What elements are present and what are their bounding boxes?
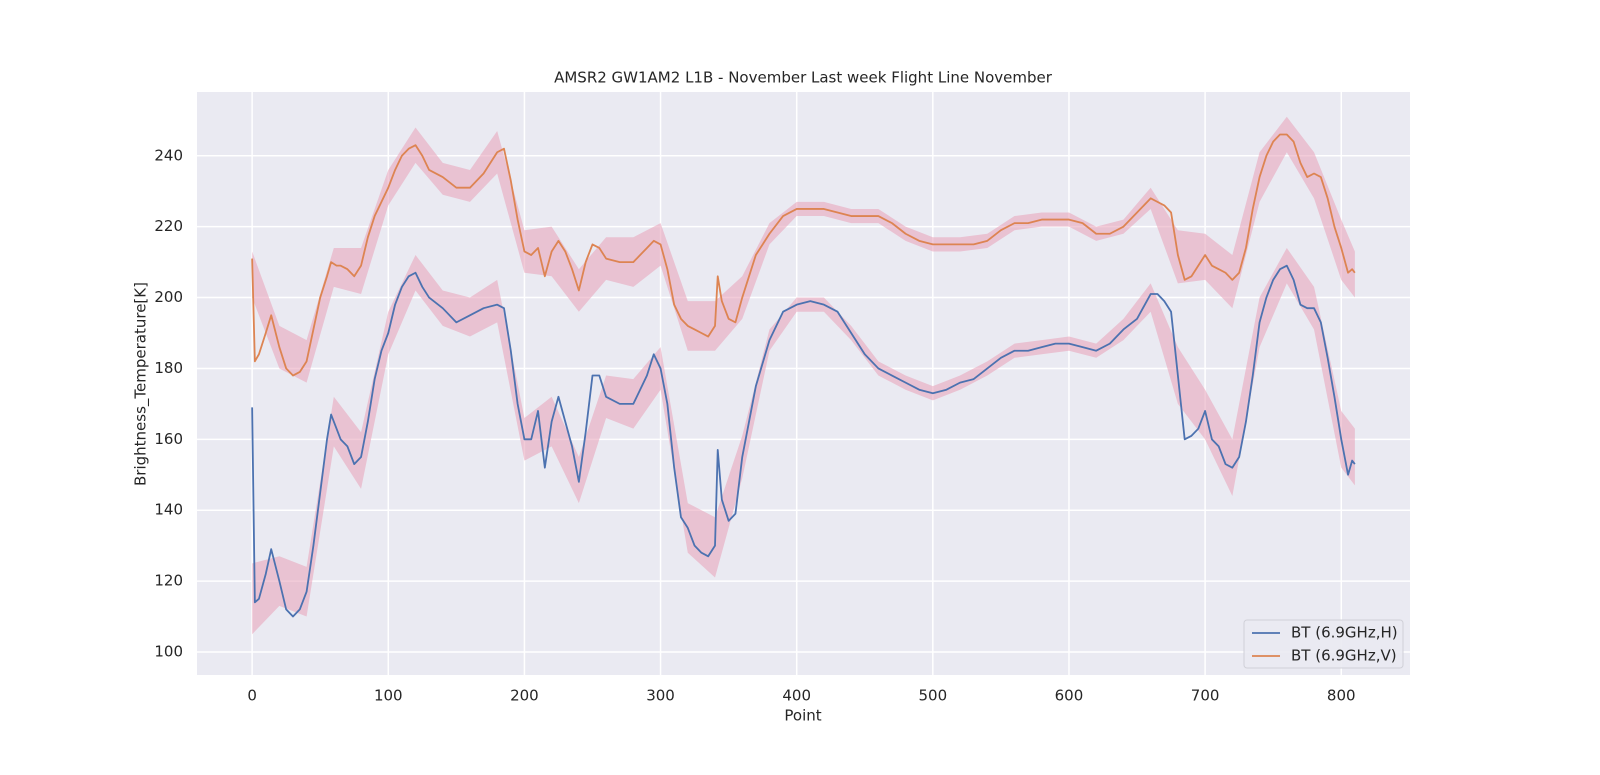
confidence-band <box>252 247 1355 635</box>
ticks: 0 100 200 300 400 500 600 700 800 100 120 140 160 180… <box>154 146 1355 704</box>
legend-label: BT (6.9GHz,V) <box>1291 647 1397 665</box>
chart-title: AMSR2 GW1AM2 L1B - November Last week Fl… <box>554 69 1053 87</box>
y-tick-label: 100 <box>154 642 183 660</box>
legend: BT (6.9GHz,H) BT (6.9GHz,V) <box>1243 619 1404 669</box>
y-tick-label: 220 <box>154 217 183 235</box>
y-tick-label: 180 <box>154 359 183 377</box>
legend-box <box>1243 619 1404 669</box>
x-axis-label: Point <box>784 707 821 725</box>
y-axis-label: Brightness_Temperature[K] <box>132 282 151 486</box>
x-tick-label: 400 <box>782 687 811 705</box>
x-tick-label: 0 <box>247 687 257 705</box>
y-tick-label: 200 <box>154 288 183 306</box>
x-tick-label: 800 <box>1327 687 1356 705</box>
x-tick-label: 600 <box>1055 687 1084 705</box>
y-tick-label: 120 <box>154 572 183 590</box>
y-tick-label: 140 <box>154 501 183 519</box>
y-tick-label: 160 <box>154 430 183 448</box>
x-tick-label: 100 <box>374 687 403 705</box>
y-tick-label: 240 <box>154 146 183 164</box>
x-tick-label: 200 <box>510 687 539 705</box>
legend-label: BT (6.9GHz,H) <box>1291 624 1398 642</box>
x-tick-label: 300 <box>646 687 675 705</box>
plot-area <box>197 92 1410 675</box>
series-line <box>251 133 1356 377</box>
x-tick-label: 500 <box>919 687 948 705</box>
series-line <box>251 264 1356 618</box>
x-tick-label: 700 <box>1191 687 1220 705</box>
marks <box>251 116 1356 635</box>
